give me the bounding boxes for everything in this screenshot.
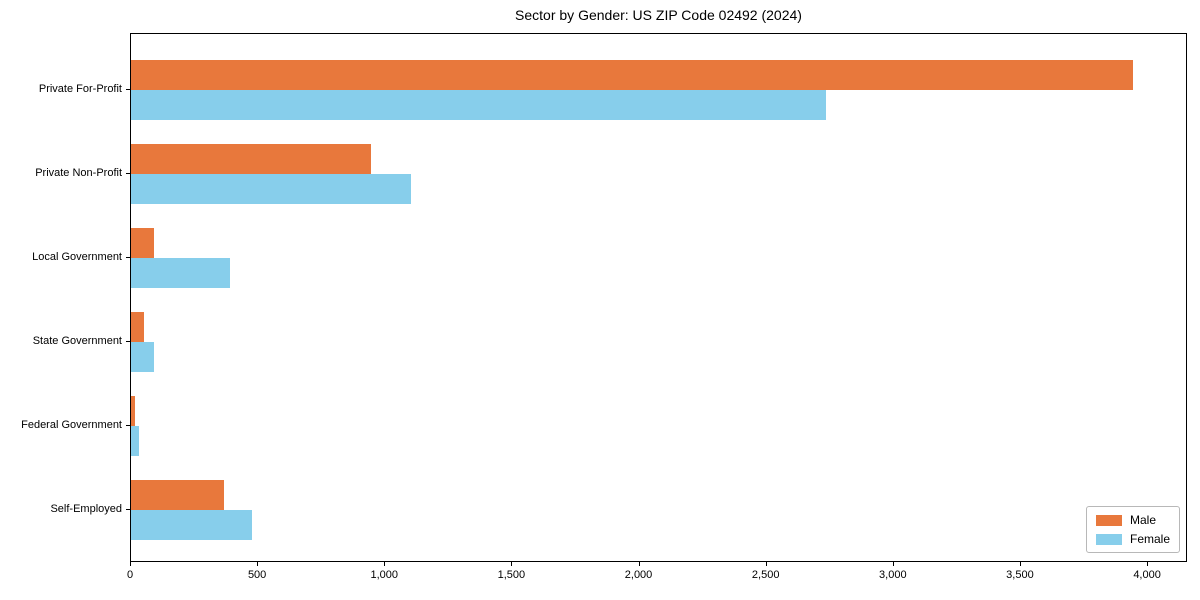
- bar-male-federal-government: [131, 396, 135, 426]
- y-tick: [126, 425, 130, 426]
- bar-female-state-government: [131, 342, 154, 372]
- bar-female-private-for-profit: [131, 90, 827, 120]
- category-label: Private Non-Profit: [35, 167, 122, 179]
- x-tick: [1147, 562, 1149, 566]
- bar-female-local-government: [131, 258, 230, 288]
- x-tick-label: 500: [247, 569, 267, 581]
- bar-male-self-employed: [131, 480, 224, 510]
- category-label: Local Government: [32, 251, 122, 263]
- y-tick: [126, 89, 130, 90]
- x-tick: [892, 562, 894, 566]
- category-label: State Government: [32, 335, 122, 347]
- legend: Male Female: [1085, 506, 1180, 553]
- x-tick-label: 4,000: [1133, 569, 1161, 581]
- x-tick-label: 1,500: [497, 569, 526, 581]
- legend-item-male: Male: [1095, 513, 1170, 527]
- x-tick: [257, 562, 259, 566]
- x-tick-label: 3,500: [1006, 569, 1034, 581]
- legend-label-female: Female: [1129, 532, 1170, 546]
- x-tick-label: 2,000: [624, 569, 653, 581]
- legend-item-female: Female: [1095, 532, 1170, 546]
- category-label: Self-Employed: [50, 503, 122, 515]
- legend-swatch-male-icon: [1095, 514, 1122, 526]
- plot-area: [130, 33, 1187, 562]
- bar-female-federal-government: [131, 426, 139, 456]
- bar-male-local-government: [131, 228, 154, 258]
- y-tick: [126, 509, 130, 510]
- x-tick: [511, 562, 513, 566]
- y-tick: [126, 341, 130, 342]
- category-label: Private For-Profit: [38, 83, 122, 95]
- x-tick: [638, 562, 640, 566]
- bar-female-private-non-profit: [131, 174, 412, 204]
- x-tick: [1019, 562, 1021, 566]
- bar-female-self-employed: [131, 510, 252, 540]
- x-tick-label: 1,000: [370, 569, 399, 581]
- x-tick: [765, 562, 767, 566]
- bar-male-state-government: [131, 312, 144, 342]
- y-tick: [126, 173, 130, 174]
- y-tick: [126, 257, 130, 258]
- x-tick: [130, 562, 131, 566]
- legend-label-male: Male: [1129, 513, 1156, 527]
- bar-male-private-non-profit: [131, 144, 371, 174]
- chart-title: Sector by Gender: US ZIP Code 02492 (202…: [515, 7, 802, 23]
- x-tick-label: 2,500: [751, 569, 780, 581]
- x-tick: [384, 562, 386, 566]
- x-tick-label: 0: [126, 569, 134, 581]
- bar-male-private-for-profit: [131, 60, 1134, 90]
- legend-swatch-female-icon: [1095, 533, 1122, 545]
- x-tick-label: 3,000: [879, 569, 907, 581]
- category-label: Federal Government: [21, 419, 122, 431]
